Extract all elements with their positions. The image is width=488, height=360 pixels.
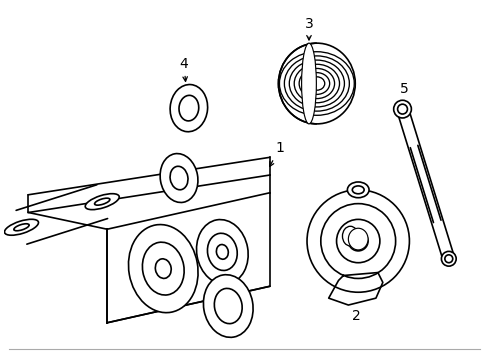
Polygon shape bbox=[107, 193, 269, 323]
Polygon shape bbox=[28, 157, 269, 212]
Ellipse shape bbox=[170, 85, 207, 132]
Ellipse shape bbox=[142, 242, 184, 295]
Ellipse shape bbox=[170, 166, 187, 190]
Ellipse shape bbox=[284, 56, 348, 111]
Ellipse shape bbox=[14, 224, 29, 231]
Ellipse shape bbox=[179, 95, 198, 121]
Ellipse shape bbox=[128, 225, 198, 312]
Ellipse shape bbox=[207, 233, 237, 270]
Ellipse shape bbox=[342, 226, 358, 246]
Circle shape bbox=[306, 190, 408, 292]
Ellipse shape bbox=[155, 259, 171, 278]
Ellipse shape bbox=[160, 154, 198, 202]
Ellipse shape bbox=[304, 73, 329, 94]
Ellipse shape bbox=[216, 244, 228, 259]
Ellipse shape bbox=[203, 275, 253, 337]
Ellipse shape bbox=[279, 52, 353, 115]
Text: 2: 2 bbox=[351, 297, 360, 323]
Circle shape bbox=[336, 219, 379, 263]
Ellipse shape bbox=[393, 100, 410, 118]
Ellipse shape bbox=[351, 186, 364, 194]
Text: 4: 4 bbox=[179, 57, 188, 81]
Ellipse shape bbox=[397, 104, 407, 114]
Ellipse shape bbox=[346, 182, 368, 198]
Ellipse shape bbox=[4, 219, 39, 235]
Ellipse shape bbox=[444, 255, 452, 263]
Polygon shape bbox=[328, 273, 382, 305]
Ellipse shape bbox=[214, 288, 242, 324]
Ellipse shape bbox=[196, 220, 248, 284]
Ellipse shape bbox=[289, 60, 344, 107]
Circle shape bbox=[347, 231, 367, 251]
Ellipse shape bbox=[94, 198, 110, 205]
Circle shape bbox=[320, 204, 395, 278]
Ellipse shape bbox=[308, 77, 324, 90]
Text: 5: 5 bbox=[399, 82, 408, 109]
Ellipse shape bbox=[301, 43, 316, 124]
Ellipse shape bbox=[294, 64, 339, 103]
Ellipse shape bbox=[299, 68, 334, 99]
Ellipse shape bbox=[278, 43, 355, 124]
Text: 3: 3 bbox=[304, 17, 313, 40]
Ellipse shape bbox=[85, 194, 119, 210]
Ellipse shape bbox=[347, 228, 367, 250]
Ellipse shape bbox=[441, 251, 455, 266]
Text: 1: 1 bbox=[269, 141, 284, 166]
